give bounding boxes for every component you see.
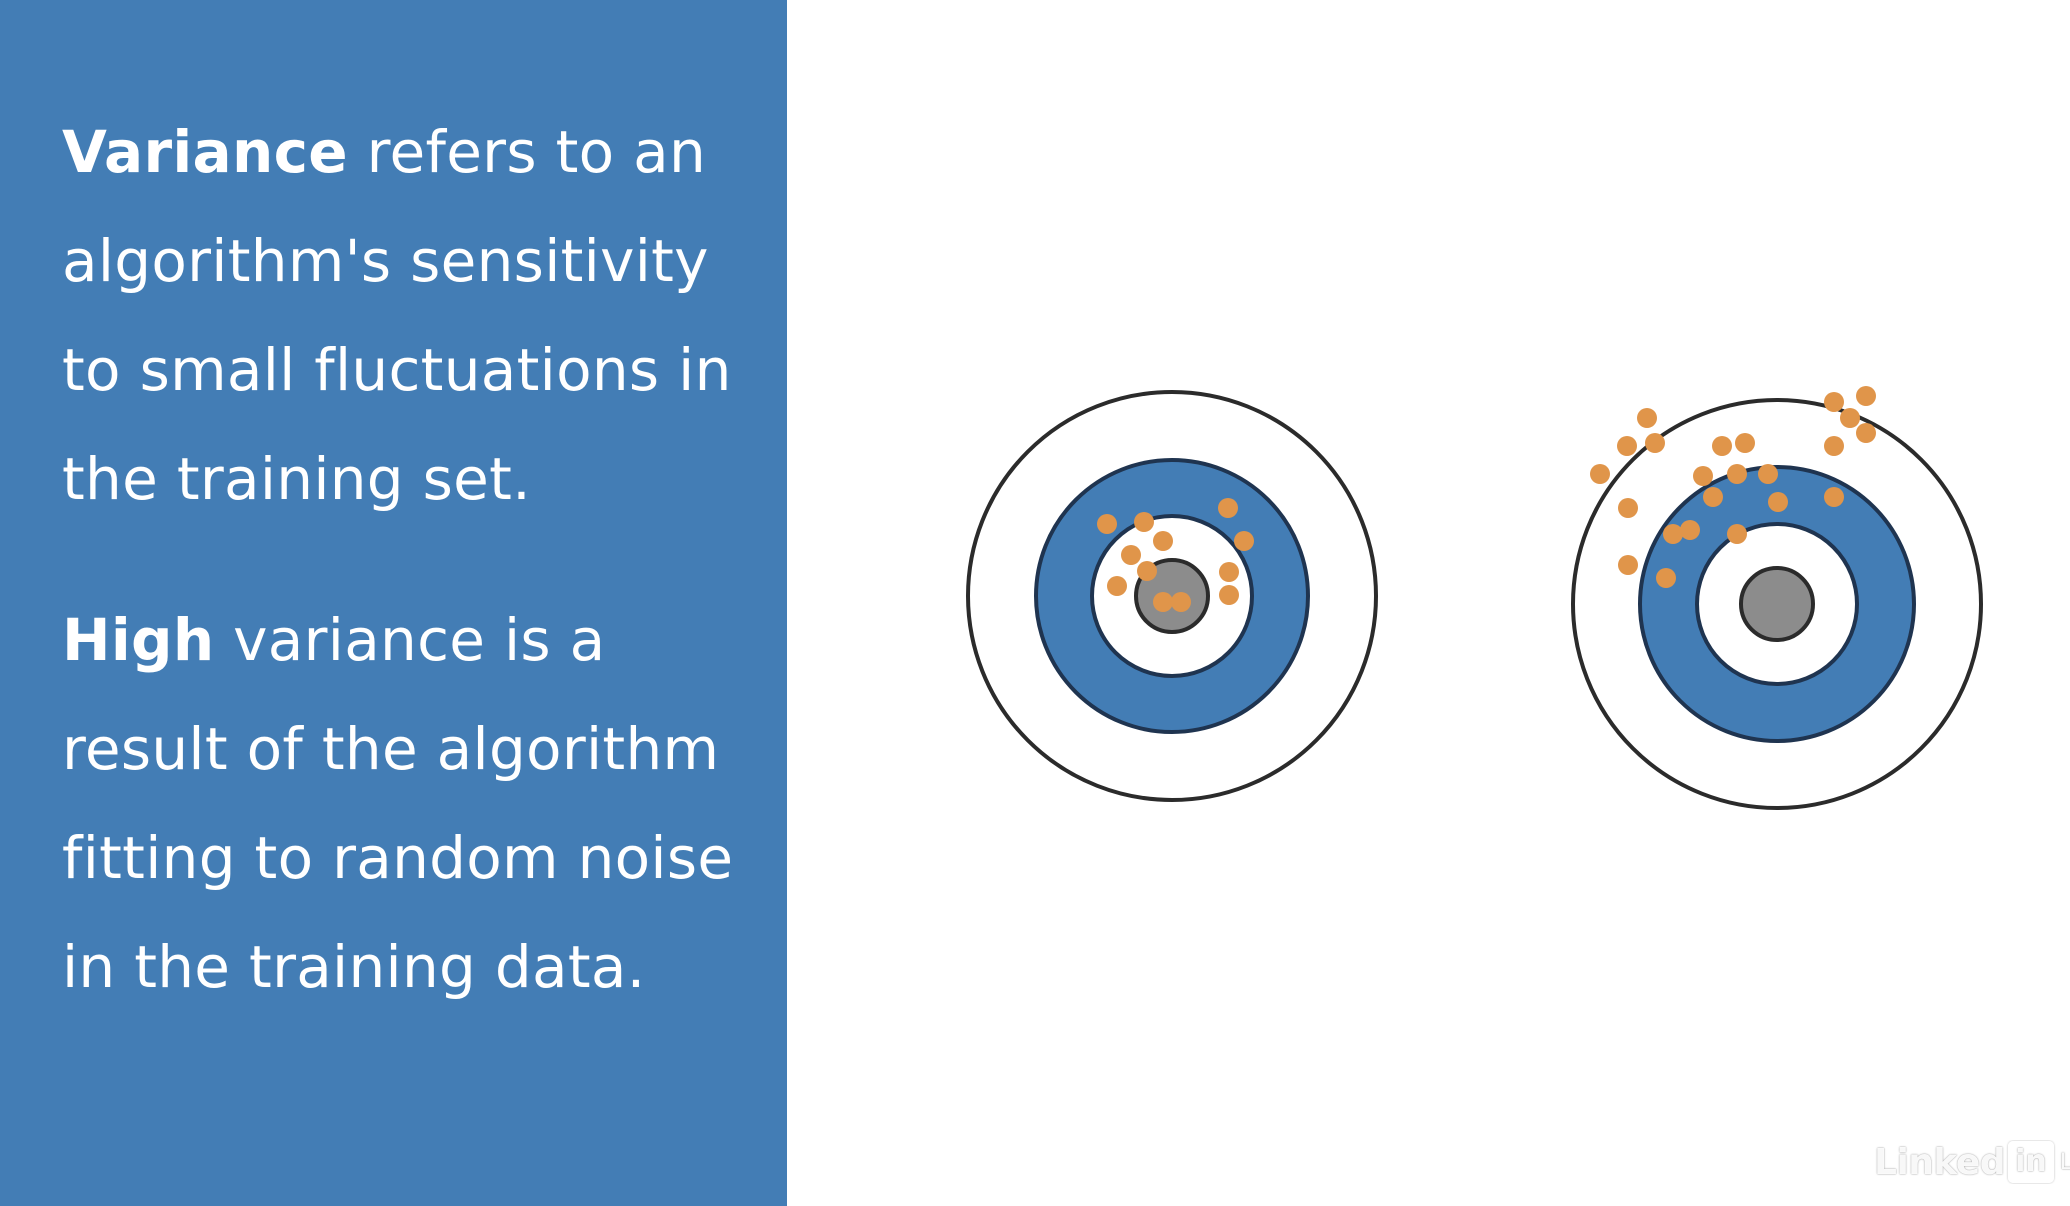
hit-dot — [1637, 408, 1657, 428]
hit-dot — [1097, 514, 1117, 534]
high-variance-line-3: fitting to random noise — [62, 824, 734, 892]
hit-dot — [1656, 568, 1676, 588]
hit-dot — [1824, 487, 1844, 507]
hit-dot — [1693, 466, 1713, 486]
hit-dots — [1590, 386, 1876, 588]
high-keyword: High — [62, 606, 215, 674]
hit-dot — [1824, 392, 1844, 412]
hit-dot — [1645, 433, 1665, 453]
variance-line-1-rest: refers to an — [347, 118, 707, 186]
variance-keyword: Variance — [62, 118, 348, 186]
logo-linked: Linked — [1874, 1141, 2006, 1183]
high-variance-line-1: High variance is a — [62, 586, 762, 695]
hit-dot — [1840, 408, 1860, 428]
hit-dot — [1618, 498, 1638, 518]
hit-dot — [1218, 498, 1238, 518]
hit-dots — [1097, 498, 1254, 612]
hit-dot — [1134, 512, 1154, 532]
hit-dot — [1618, 555, 1638, 575]
hit-dot — [1727, 464, 1747, 484]
target-low-variance — [966, 390, 1378, 802]
hit-dot — [1856, 386, 1876, 406]
text-panel: Variance refers to an algorithm's sensit… — [0, 0, 787, 1206]
variance-line-1: Variance refers to an — [62, 98, 762, 207]
variance-definition: Variance refers to an algorithm's sensit… — [62, 98, 762, 534]
high-variance-line-2: result of the algorithm — [62, 715, 720, 783]
hit-dot — [1153, 531, 1173, 551]
hit-dot — [1137, 561, 1157, 581]
target-high-variance — [1571, 386, 1983, 810]
hit-dot — [1234, 531, 1254, 551]
hit-dot — [1703, 487, 1723, 507]
logo-learning: LEARNING — [2059, 1149, 2070, 1175]
hit-dot — [1758, 464, 1778, 484]
hit-dot — [1856, 423, 1876, 443]
hit-dot — [1590, 464, 1610, 484]
hit-dot — [1680, 520, 1700, 540]
hit-dot — [1735, 433, 1755, 453]
hit-dot — [1107, 576, 1127, 596]
hit-dot — [1727, 524, 1747, 544]
hit-dot — [1153, 592, 1173, 612]
variance-line-2: algorithm's sensitivity — [62, 227, 709, 295]
hit-dot — [1712, 436, 1732, 456]
target-diagrams — [966, 386, 1983, 810]
hit-dot — [1121, 545, 1141, 565]
hit-dot — [1768, 492, 1788, 512]
high-variance-line-4: in the training data. — [62, 933, 646, 1001]
hit-dot — [1663, 524, 1683, 544]
variance-line-4: the training set. — [62, 445, 531, 513]
high-variance-line-1-rest: variance is a — [214, 606, 606, 674]
high-variance-explanation: High variance is a result of the algorit… — [62, 586, 762, 1022]
hit-dot — [1617, 436, 1637, 456]
hit-dot — [1219, 562, 1239, 582]
variance-line-3: to small fluctuations in — [62, 336, 732, 404]
linkedin-learning-logo: Linked in LEARNING — [1874, 1140, 2070, 1184]
hit-dot — [1219, 585, 1239, 605]
logo-in: in — [2008, 1141, 2054, 1183]
bullseye — [1739, 566, 1815, 642]
hit-dot — [1171, 592, 1191, 612]
hit-dot — [1824, 436, 1844, 456]
